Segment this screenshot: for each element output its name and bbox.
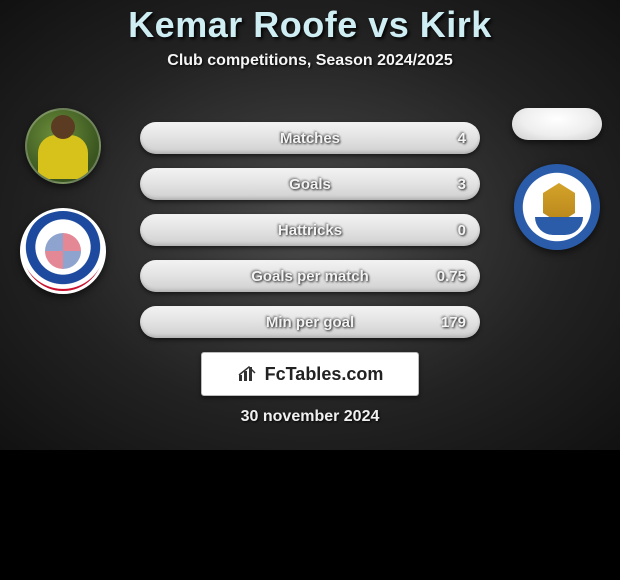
stat-right-value: 0 bbox=[396, 222, 466, 239]
stat-row-goals-per-match: Goals per match 0.75 bbox=[140, 260, 480, 292]
stat-label: Min per goal bbox=[224, 314, 396, 331]
brand-text: FcTables.com bbox=[265, 364, 384, 385]
bar-chart-icon bbox=[237, 365, 259, 383]
stat-row-hattricks: Hattricks 0 bbox=[140, 214, 480, 246]
stat-label: Hattricks bbox=[224, 222, 396, 239]
stats-list: Matches 4 Goals 3 Hattricks 0 Goals per … bbox=[140, 122, 480, 338]
page-title: Kemar Roofe vs Kirk bbox=[0, 0, 620, 46]
stat-right-value: 179 bbox=[396, 314, 466, 331]
player-silhouette-icon bbox=[38, 135, 88, 179]
club-right-badge bbox=[514, 164, 600, 250]
stat-label: Goals bbox=[224, 176, 396, 193]
stat-label: Goals per match bbox=[224, 268, 396, 285]
player-right-placeholder bbox=[512, 108, 602, 140]
player-left-column bbox=[8, 108, 118, 294]
stat-label: Matches bbox=[224, 130, 396, 147]
player-right-column bbox=[502, 108, 612, 250]
club-left-badge bbox=[20, 208, 106, 294]
stat-right-value: 3 bbox=[396, 176, 466, 193]
stat-row-goals: Goals 3 bbox=[140, 168, 480, 200]
stat-right-value: 0.75 bbox=[396, 268, 466, 285]
brand-badge: FcTables.com bbox=[201, 352, 419, 396]
stat-row-min-per-goal: Min per goal 179 bbox=[140, 306, 480, 338]
footer-date: 30 november 2024 bbox=[0, 408, 620, 426]
stat-right-value: 4 bbox=[396, 130, 466, 147]
page-subtitle: Club competitions, Season 2024/2025 bbox=[0, 52, 620, 70]
comparison-card: Kemar Roofe vs Kirk Club competitions, S… bbox=[0, 0, 620, 450]
stat-row-matches: Matches 4 bbox=[140, 122, 480, 154]
player-left-photo bbox=[25, 108, 101, 184]
